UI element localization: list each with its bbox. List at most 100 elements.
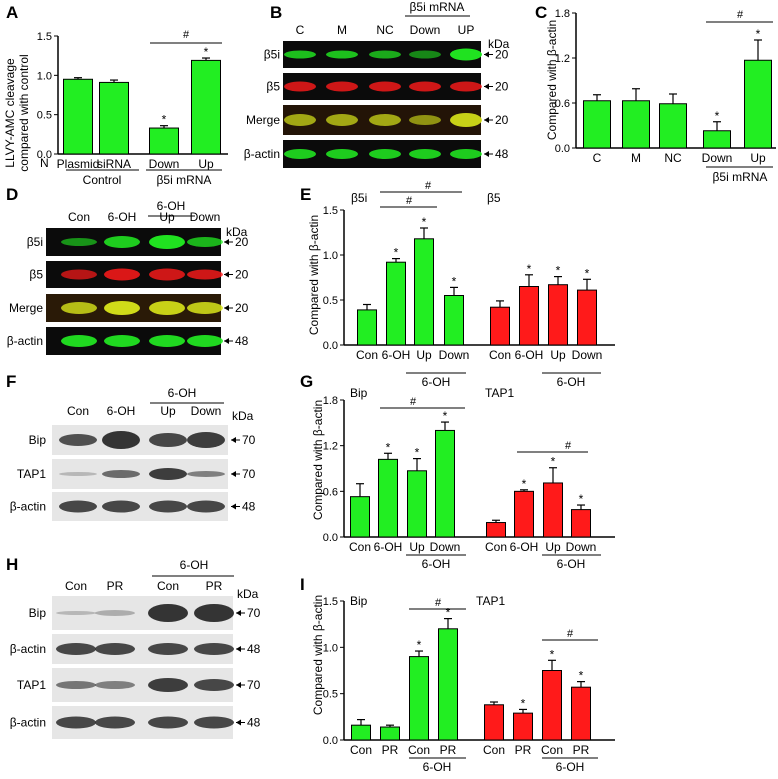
band bbox=[59, 434, 97, 446]
panel-a-ylabel-line1: LLVY-AMC cleavage bbox=[3, 58, 17, 168]
panel-g-group-label-1: 6-OH bbox=[422, 557, 451, 571]
lane-label: Up bbox=[159, 210, 175, 224]
significance-star: * bbox=[204, 45, 209, 59]
panel-c-ylabel: Compared with β-actin bbox=[545, 20, 559, 140]
panel-e-series1-label: β5i bbox=[351, 191, 367, 205]
band bbox=[450, 48, 482, 61]
x-tick-label: 6-OH bbox=[510, 540, 539, 554]
lane-label: Con bbox=[67, 404, 89, 418]
bar bbox=[435, 429, 455, 538]
y-tick-label: 0.5 bbox=[37, 110, 52, 122]
y-tick-label: 1.5 bbox=[37, 31, 52, 43]
panel-e-sig-hash-1: # bbox=[425, 180, 432, 192]
significance-star: * bbox=[579, 492, 584, 506]
band bbox=[59, 500, 97, 513]
y-tick-label: 1.2 bbox=[323, 441, 338, 453]
panel-b-kda: kDa bbox=[488, 37, 510, 51]
x-tick-label: siRNA bbox=[97, 157, 131, 171]
panel-e-group-label-2: 6-OH bbox=[557, 375, 586, 389]
band bbox=[56, 681, 96, 689]
x-tick-label: Up bbox=[750, 151, 766, 165]
bar bbox=[542, 670, 562, 741]
y-tick-label: 1.8 bbox=[323, 395, 338, 407]
panel-f-kda: kDa bbox=[232, 409, 254, 423]
x-tick-label: M bbox=[631, 151, 641, 165]
mw-label: 70 bbox=[247, 678, 261, 692]
mw-arrowhead bbox=[224, 338, 229, 344]
band bbox=[409, 81, 441, 92]
lane-label: NC bbox=[376, 23, 394, 37]
bar bbox=[357, 309, 377, 346]
band bbox=[284, 50, 316, 59]
panel-g-sig-hash-2: # bbox=[565, 440, 572, 452]
band bbox=[409, 149, 441, 159]
mw-arrowhead bbox=[224, 239, 229, 245]
blot-h: Con PR Con PR Bip 70 β-actin 48 TAP1 70 β-actin 48 bbox=[10, 579, 261, 739]
lane-label: C bbox=[296, 23, 305, 37]
band bbox=[61, 335, 97, 347]
row-label: TAP1 bbox=[17, 678, 46, 692]
significance-star: * bbox=[443, 409, 448, 423]
band bbox=[148, 604, 188, 622]
y-tick-label: 1.0 bbox=[323, 642, 338, 654]
panel-letter-a: A bbox=[6, 3, 18, 22]
band bbox=[194, 643, 234, 655]
panel-h-labels: 6-OH kDa bbox=[152, 558, 259, 601]
lane-label: Con bbox=[68, 210, 90, 224]
band bbox=[56, 643, 96, 655]
band bbox=[59, 472, 97, 476]
bar bbox=[513, 712, 533, 741]
bar bbox=[191, 59, 221, 155]
panel-letter-d: D bbox=[6, 185, 18, 204]
bar bbox=[444, 295, 464, 346]
significance-star: * bbox=[527, 262, 532, 276]
y-tick-label: 0.0 bbox=[323, 735, 338, 747]
x-tick-label: Up bbox=[198, 157, 214, 171]
lane-label: Up bbox=[160, 404, 176, 418]
bar bbox=[63, 78, 93, 155]
bar bbox=[571, 686, 591, 741]
mw-arrowhead bbox=[224, 305, 229, 311]
panel-i-group-label-2: 6-OH bbox=[556, 760, 585, 774]
y-tick-label: 0.0 bbox=[323, 532, 338, 544]
band bbox=[187, 302, 223, 314]
lane-label: Down bbox=[410, 23, 441, 37]
bar bbox=[350, 496, 370, 538]
y-tick-label: 0.5 bbox=[323, 295, 338, 307]
x-tick-label: 6-OH bbox=[515, 348, 544, 362]
x-tick-label: PR bbox=[515, 743, 532, 757]
x-tick-label: Down bbox=[702, 151, 733, 165]
band bbox=[450, 81, 482, 92]
band bbox=[148, 643, 188, 655]
panel-a-ylabel-line2: compared with control bbox=[17, 54, 31, 171]
panel-a-n-label: N bbox=[40, 156, 49, 170]
band bbox=[187, 269, 223, 280]
band bbox=[95, 716, 135, 729]
panel-f-labels: 6-OH kDa bbox=[150, 386, 254, 423]
panel-e-group-label-1: 6-OH bbox=[422, 375, 451, 389]
x-tick-label: PR bbox=[382, 743, 399, 757]
significance-star: * bbox=[415, 446, 420, 460]
panel-g-series2-label: TAP1 bbox=[485, 386, 514, 400]
panel-letter-i: I bbox=[300, 575, 305, 594]
bar bbox=[622, 100, 650, 149]
band bbox=[95, 681, 135, 689]
panel-letter-f: F bbox=[6, 372, 16, 391]
band bbox=[369, 114, 401, 126]
panel-e-sig-hash-2: # bbox=[406, 195, 413, 207]
significance-star: * bbox=[522, 477, 527, 491]
band bbox=[149, 235, 185, 249]
bar bbox=[486, 522, 506, 538]
panel-i-sig-hash-1: # bbox=[435, 597, 442, 609]
bar bbox=[583, 100, 611, 149]
lane-label: PR bbox=[206, 579, 223, 593]
mw-arrowhead bbox=[484, 51, 489, 58]
bar bbox=[548, 284, 568, 346]
lane-label: PR bbox=[107, 579, 124, 593]
x-tick-label: Down bbox=[439, 348, 470, 362]
lane-label: Con bbox=[65, 579, 87, 593]
significance-star: * bbox=[162, 113, 167, 127]
row-label: β-actin bbox=[10, 642, 46, 656]
y-tick-label: 1.8 bbox=[555, 8, 570, 20]
lane-label: Down bbox=[190, 210, 221, 224]
